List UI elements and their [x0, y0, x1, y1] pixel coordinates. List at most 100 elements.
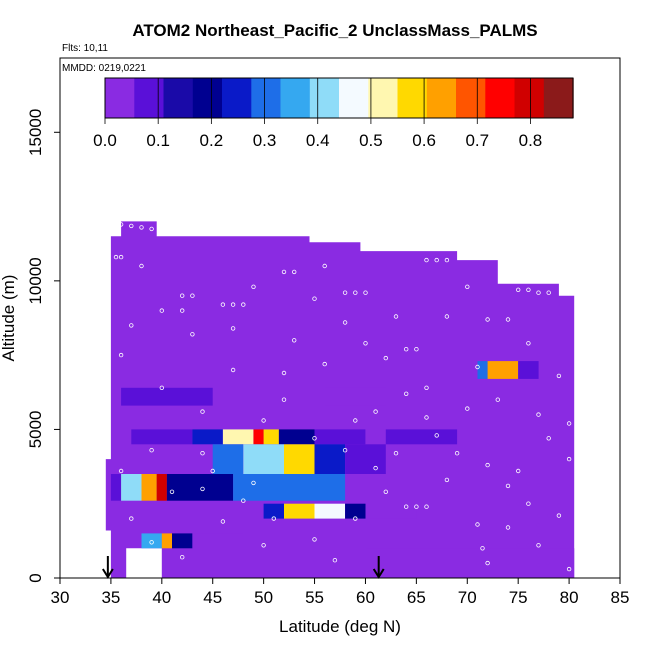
colorbar-tick-label: 0.7: [465, 131, 489, 150]
track-point: [261, 543, 266, 548]
track-point: [444, 477, 450, 483]
track-point: [495, 397, 500, 402]
flights-label: Flts: 10,11: [62, 43, 108, 54]
heatmap-cell: [365, 548, 575, 578]
track-point: [353, 290, 358, 295]
colorbar-swatch: [368, 78, 399, 118]
track-point: [516, 468, 521, 474]
heatmap-cell: [324, 387, 386, 406]
x-tick-label: 50: [254, 588, 273, 607]
track-point: [139, 225, 144, 230]
heatmap-cell: [263, 503, 284, 519]
colorbar-swatch: [192, 78, 223, 118]
track-point: [292, 269, 297, 275]
heatmap-cell: [172, 533, 193, 549]
track-point: [454, 451, 460, 456]
colorbar-tick-label: 0.8: [519, 131, 543, 150]
heatmap-cell: [161, 533, 172, 549]
x-tick-label: 45: [203, 588, 222, 607]
track-point: [312, 436, 317, 441]
heatmap-cell: [253, 429, 264, 445]
track-point: [536, 290, 541, 295]
heatmap-cell: [345, 503, 366, 519]
track-point: [118, 352, 124, 358]
track-point: [292, 338, 297, 343]
track-point: [159, 385, 164, 390]
track-point: [342, 290, 348, 295]
plot-frame: [59, 57, 621, 579]
track-point: [566, 566, 572, 572]
track-point: [393, 314, 399, 319]
track-point: [353, 516, 358, 521]
track-point: [322, 263, 327, 269]
y-tick-label: 5000: [26, 410, 45, 448]
heatmap-cell: [110, 474, 122, 501]
heatmap-cell: [192, 429, 223, 445]
track-point: [556, 373, 562, 379]
track-point: [332, 558, 338, 563]
track-point: [179, 293, 185, 298]
track-point: [373, 465, 378, 471]
colorbar-swatch: [339, 78, 369, 118]
track-point: [546, 290, 551, 295]
track-point: [536, 412, 541, 417]
track-point: [383, 489, 388, 494]
track-point: [536, 543, 541, 548]
heatmap-cell: [121, 387, 213, 406]
heatmap-cell: [477, 361, 488, 379]
x-tick-label: 35: [101, 588, 120, 607]
track-point: [526, 501, 531, 506]
track-point: [251, 480, 256, 486]
track-point: [404, 504, 409, 509]
track-point: [200, 409, 205, 414]
track-point: [363, 341, 368, 346]
track-point: [342, 448, 348, 453]
track-point: [546, 436, 551, 441]
colorbar-tick-label: 0.5: [359, 131, 383, 150]
track-point: [281, 370, 287, 376]
track-point: [118, 222, 124, 227]
track-point: [363, 290, 368, 295]
heatmap-cell: [314, 429, 366, 445]
track-point: [526, 287, 531, 292]
x-tick-label: 80: [560, 588, 579, 607]
heatmap-cell: [487, 361, 519, 379]
colorbar-swatch: [397, 78, 428, 118]
colorbar-swatch: [543, 78, 574, 118]
y-tick-label: 10000: [26, 257, 45, 304]
colorbar-frame: [104, 77, 574, 119]
track-point: [149, 540, 154, 545]
colorbar-swatch: [280, 78, 311, 118]
heatmap-cell: [212, 444, 244, 474]
track-point: [190, 293, 195, 298]
track-point: [475, 364, 480, 370]
y-tick-label: 0: [26, 573, 45, 582]
track-point: [414, 504, 419, 509]
heatmap-cell: [284, 503, 315, 519]
track-point: [251, 284, 256, 289]
track-point: [505, 525, 511, 530]
track-point: [312, 296, 317, 301]
track-point: [342, 320, 348, 325]
heatmap-cell: [156, 474, 167, 501]
heatmap-cell: [314, 444, 345, 474]
track-point: [118, 468, 124, 474]
x-tick-label: 75: [509, 588, 528, 607]
track-point: [230, 326, 236, 331]
colorbar-tick-label: 0.6: [412, 131, 436, 150]
track-point: [129, 323, 134, 328]
heatmap-cell: [243, 444, 284, 474]
colorbar-swatch: [163, 78, 194, 118]
heatmap-cell: [345, 444, 386, 474]
y-tick-label: 15000: [26, 109, 45, 156]
y-axis: 0 5000 10000 15000: [26, 109, 60, 583]
track-point: [322, 361, 327, 367]
colorbar-tick-label: 0.2: [200, 131, 224, 150]
colorbar-tick-label: 0.0: [93, 131, 117, 150]
heatmap-cell: [121, 474, 142, 501]
x-tick-label: 65: [407, 588, 426, 607]
track-point: [129, 223, 134, 229]
x-tick-label: 30: [51, 588, 70, 607]
track-point: [393, 451, 399, 456]
track-point: [485, 462, 490, 468]
